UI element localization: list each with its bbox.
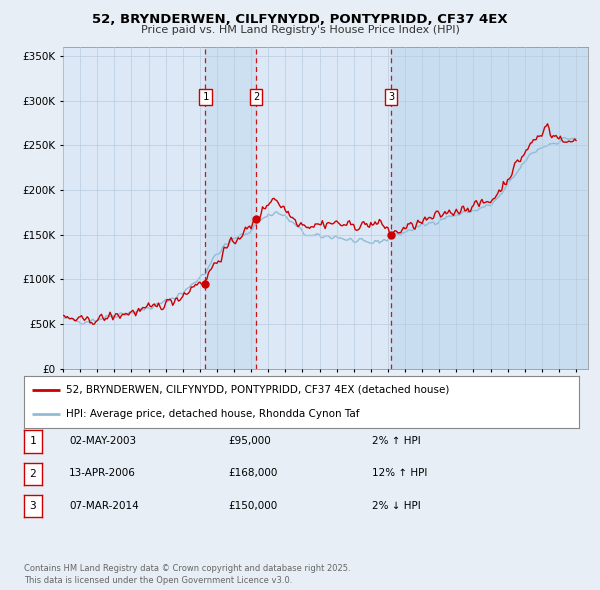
- Text: 2: 2: [29, 469, 37, 478]
- Text: 3: 3: [29, 502, 37, 511]
- Text: 02-MAY-2003: 02-MAY-2003: [69, 436, 136, 445]
- Text: £168,000: £168,000: [228, 468, 277, 478]
- Text: 52, BRYNDERWEN, CILFYNYDD, PONTYPRIDD, CF37 4EX (detached house): 52, BRYNDERWEN, CILFYNYDD, PONTYPRIDD, C…: [65, 385, 449, 395]
- Text: HPI: Average price, detached house, Rhondda Cynon Taf: HPI: Average price, detached house, Rhon…: [65, 409, 359, 419]
- Text: Price paid vs. HM Land Registry's House Price Index (HPI): Price paid vs. HM Land Registry's House …: [140, 25, 460, 35]
- Text: 2% ↓ HPI: 2% ↓ HPI: [372, 501, 421, 510]
- Bar: [391, 47, 588, 369]
- Text: 3: 3: [388, 92, 394, 102]
- Bar: [205, 47, 256, 369]
- Text: 1: 1: [29, 437, 37, 446]
- Text: £95,000: £95,000: [228, 436, 271, 445]
- Text: 52, BRYNDERWEN, CILFYNYDD, PONTYPRIDD, CF37 4EX: 52, BRYNDERWEN, CILFYNYDD, PONTYPRIDD, C…: [92, 13, 508, 26]
- Text: Contains HM Land Registry data © Crown copyright and database right 2025.
This d: Contains HM Land Registry data © Crown c…: [24, 565, 350, 585]
- Text: 2: 2: [253, 92, 259, 102]
- Text: £150,000: £150,000: [228, 501, 277, 510]
- Text: 1: 1: [202, 92, 209, 102]
- Text: 13-APR-2006: 13-APR-2006: [69, 468, 136, 478]
- Text: 2% ↑ HPI: 2% ↑ HPI: [372, 436, 421, 445]
- Text: 12% ↑ HPI: 12% ↑ HPI: [372, 468, 427, 478]
- Bar: [391, 47, 588, 369]
- Text: 07-MAR-2014: 07-MAR-2014: [69, 501, 139, 510]
